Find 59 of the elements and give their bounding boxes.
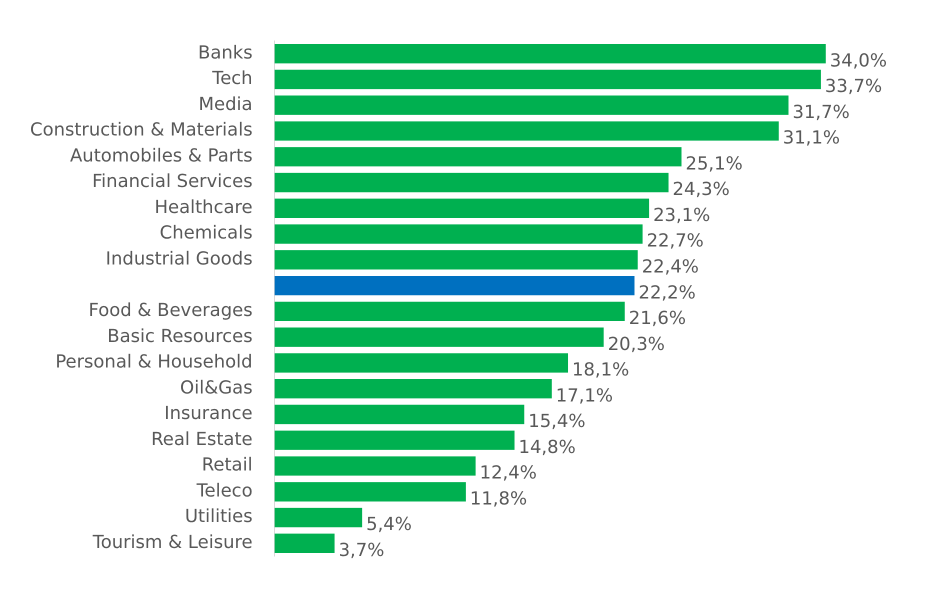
bar — [274, 96, 788, 115]
bar — [274, 172, 669, 192]
bar — [274, 508, 362, 528]
data-label: 22,7% — [646, 230, 704, 252]
bar — [274, 353, 568, 373]
y-tick-label: Personal & Household — [55, 352, 253, 373]
bar — [274, 534, 335, 553]
y-tick-label: Automobiles & Parts — [70, 145, 253, 166]
y-tick-label: Utilities — [184, 506, 253, 528]
y-tick-label: Healthcare — [154, 196, 253, 218]
y-tick-label: Tourism & Leisure — [92, 532, 253, 553]
data-label: 33,7% — [824, 76, 882, 98]
data-label: 31,1% — [782, 128, 840, 149]
data-label: 3,7% — [338, 540, 384, 561]
y-tick-label: Tech — [211, 68, 253, 90]
bar — [274, 327, 604, 347]
bar — [274, 198, 650, 218]
bar — [274, 430, 515, 450]
y-tick-label: Oil&Gas — [180, 377, 253, 398]
data-label: 22,4% — [642, 256, 699, 278]
bar — [274, 147, 682, 166]
data-label: 25,1% — [686, 153, 743, 174]
data-label: 24,3% — [672, 179, 730, 200]
data-label: 5,4% — [366, 514, 412, 536]
y-tick-label: Insurance — [164, 403, 253, 424]
data-label: 23,1% — [653, 204, 710, 226]
y-tick-label: Banks — [198, 42, 253, 64]
bar — [274, 276, 634, 296]
data-label: 20,3% — [608, 334, 665, 355]
data-label: 11,8% — [470, 488, 528, 510]
y-tick-label: Chemicals — [160, 222, 253, 244]
bar — [274, 224, 643, 244]
y-tick-label: Construction & Materials — [30, 120, 253, 141]
bar — [274, 379, 552, 398]
data-label: 21,6% — [628, 308, 686, 330]
data-label: 22,2% — [638, 282, 696, 304]
data-label: 17,1% — [556, 385, 613, 406]
y-tick-label: Media — [198, 94, 253, 115]
y-tick-label: Financial Services — [92, 171, 253, 192]
bar — [274, 70, 821, 90]
y-tick-label: Teleco — [196, 480, 253, 502]
y-tick-label: Real Estate — [151, 428, 253, 450]
bar — [274, 482, 466, 502]
y-tick-label: Basic Resources — [107, 326, 253, 347]
y-tick-label: Retail — [202, 454, 253, 476]
bar — [274, 456, 476, 476]
data-label: 34,0% — [830, 50, 887, 72]
bar — [274, 121, 779, 141]
bar — [274, 302, 625, 322]
bar — [274, 404, 524, 424]
bar — [274, 250, 638, 270]
bar — [274, 44, 826, 64]
data-label: 31,7% — [792, 102, 850, 123]
data-label: 14,8% — [518, 436, 576, 458]
y-tick-label: Industrial Goods — [106, 248, 253, 270]
data-label: 18,1% — [572, 360, 630, 381]
y-tick-label: Food & Beverages — [88, 300, 253, 322]
data-label: 12,4% — [480, 462, 537, 484]
data-label: 15,4% — [528, 411, 586, 432]
